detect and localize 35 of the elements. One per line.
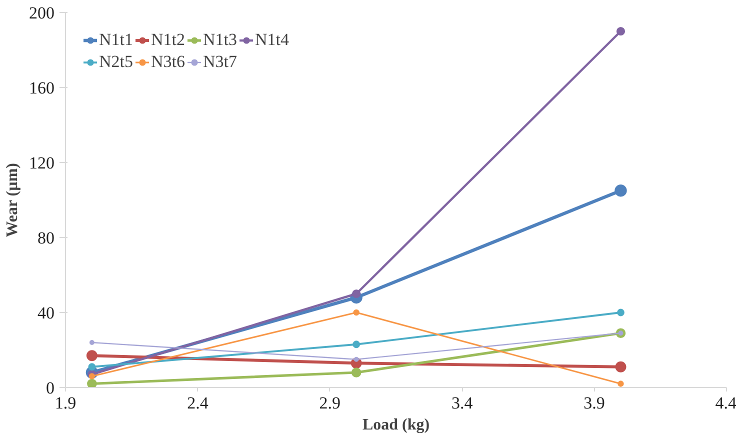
y-tick-label: 200	[29, 4, 54, 22]
point	[617, 308, 624, 316]
point	[618, 380, 624, 387]
point	[354, 356, 359, 362]
y-tick-label: 0	[46, 378, 54, 398]
point	[353, 309, 360, 316]
point	[352, 289, 361, 298]
legend-label: N1t2	[151, 30, 185, 50]
legend-label: N1t3	[203, 30, 237, 50]
y-tick-label: 80	[38, 228, 54, 248]
point	[615, 361, 626, 372]
legend-label: N3t6	[151, 52, 185, 72]
y-axis-title: Wear (µm)	[4, 163, 21, 238]
point	[87, 378, 97, 388]
point	[86, 350, 98, 362]
x-tick-label: 3.4	[451, 394, 474, 412]
point	[614, 184, 627, 197]
point	[351, 368, 362, 378]
legend-label: N2t5	[99, 52, 133, 72]
x-axis-title: Load (kg)	[362, 416, 430, 434]
legend-label: N3t7	[203, 52, 237, 72]
x-tick-label: 2.9	[319, 394, 341, 412]
point	[352, 340, 360, 348]
x-tick-label: 3.9	[584, 394, 605, 412]
legend-label: N1t1	[99, 30, 133, 50]
x-tick-label: 4.4	[715, 394, 736, 412]
point	[89, 340, 94, 345]
point	[88, 363, 96, 371]
x-tick-label: 1.9	[54, 394, 76, 412]
point	[616, 26, 626, 36]
y-tick-label: 120	[29, 154, 54, 172]
y-tick-label: 40	[38, 304, 54, 322]
x-tick-label: 2.4	[187, 394, 209, 412]
legend-label: N1t4	[255, 30, 289, 50]
y-tick-label: 160	[29, 78, 54, 98]
